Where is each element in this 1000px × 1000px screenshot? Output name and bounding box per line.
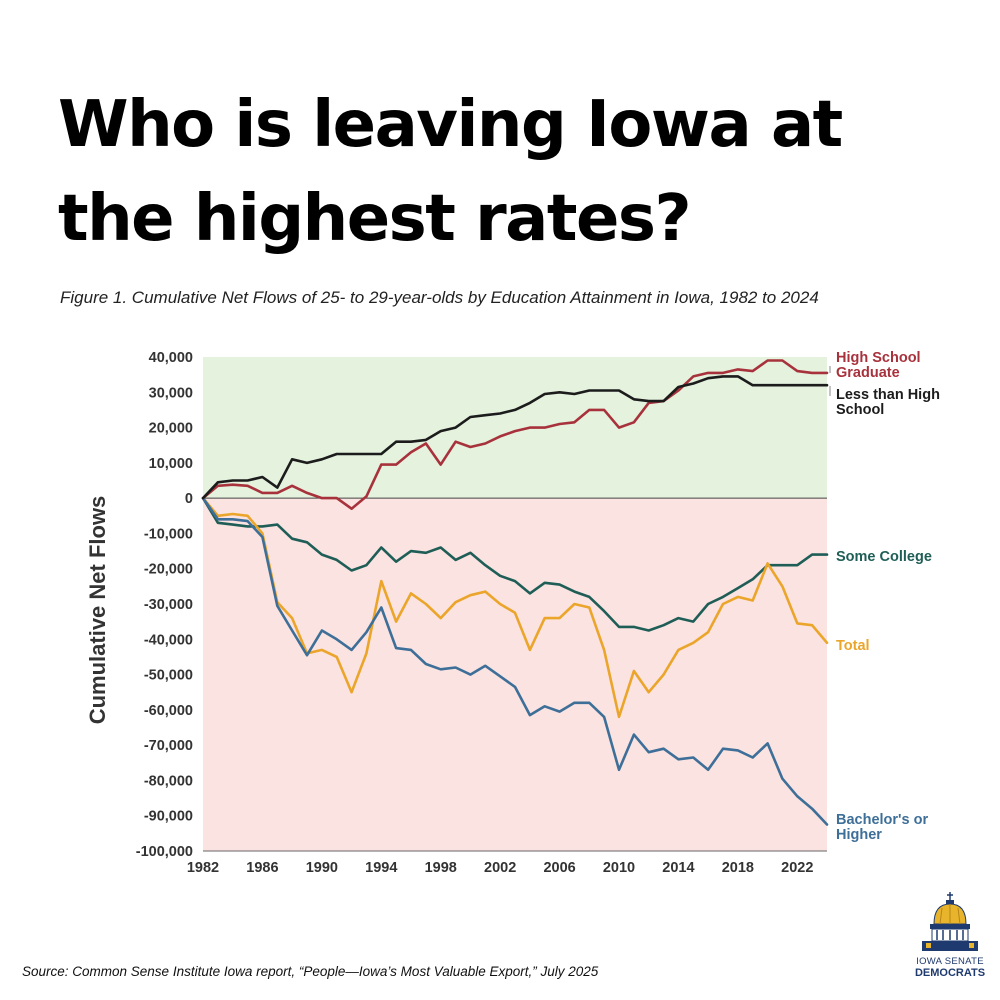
- x-tick-label: 1986: [246, 860, 278, 876]
- series-line-4: [201, 496, 829, 826]
- series-label-4: Bachelor's or: [836, 812, 928, 828]
- y-tick-label: -80,000: [144, 773, 193, 789]
- x-tick-label: 2014: [662, 860, 694, 876]
- series-label-0: High School: [836, 350, 921, 366]
- positive-band: [203, 357, 827, 499]
- y-tick-label: -40,000: [144, 632, 193, 648]
- x-tick-label: 2022: [781, 860, 813, 876]
- negative-band: [203, 498, 827, 851]
- series-label-4: Higher: [836, 827, 882, 843]
- series-line-0: [201, 359, 829, 511]
- y-tick-label: -90,000: [144, 809, 193, 825]
- line-chart: 40,000 30,000 20,000 10,000 0 -10,000 -20,000 -…: [85, 350, 940, 876]
- x-tick-label: 2006: [543, 860, 575, 876]
- y-tick-label: -30,000: [144, 597, 193, 613]
- series-line-2: [201, 496, 829, 632]
- y-tick-label: -50,000: [144, 668, 193, 684]
- y-tick-label: -100,000: [136, 844, 193, 860]
- series-label-1: School: [836, 402, 884, 418]
- y-tick-label: 0: [185, 491, 193, 507]
- x-tick-label: 1998: [425, 860, 457, 876]
- x-tick-label: 1982: [187, 860, 219, 876]
- series-label-2: Some College: [836, 549, 932, 565]
- headline: Who is leaving Iowa at the highest rates…: [58, 88, 843, 256]
- x-tick-label: 2010: [603, 860, 635, 876]
- y-tick-label: 10,000: [149, 456, 193, 472]
- y-tick-label: -20,000: [144, 562, 193, 578]
- y-tick-label: 30,000: [149, 385, 193, 401]
- y-tick-label: 20,000: [149, 421, 193, 437]
- logo-line-2: DEMOCRATS: [914, 967, 986, 979]
- source-note: Source: Common Sense Institute Iowa repo…: [22, 964, 599, 979]
- x-tick-label: 2002: [484, 860, 516, 876]
- y-tick-label: -10,000: [144, 526, 193, 542]
- y-axis-label: Cumulative Net Flows: [85, 496, 110, 725]
- x-tick-label: 2018: [722, 860, 754, 876]
- x-tick-label: 1994: [365, 860, 397, 876]
- series-label-0: Graduate: [836, 365, 900, 381]
- iowa-senate-democrats-logo: IOWA SENATE DEMOCRATS: [914, 890, 986, 990]
- y-tick-label: -70,000: [144, 738, 193, 754]
- series-label-1: Less than High: [836, 387, 940, 403]
- figure-title: Figure 1. Cumulative Net Flows of 25- to…: [60, 288, 819, 307]
- logo-line-1: IOWA SENATE: [916, 956, 984, 967]
- capitol-dome-icon: [922, 892, 978, 951]
- series-line-1: [201, 375, 829, 500]
- y-tick-label: -60,000: [144, 703, 193, 719]
- series-label-3: Total: [836, 638, 870, 654]
- x-tick-label: 1990: [306, 860, 338, 876]
- y-tick-label: 40,000: [149, 350, 193, 366]
